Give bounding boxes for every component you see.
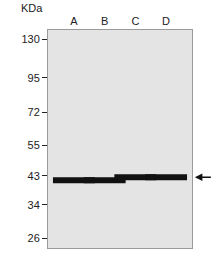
svg-text:D: D [162, 15, 170, 27]
svg-text:A: A [70, 15, 78, 27]
svg-text:72: 72 [28, 106, 40, 118]
svg-text:95: 95 [28, 72, 40, 84]
svg-text:55: 55 [28, 139, 40, 151]
svg-text:C: C [131, 15, 139, 27]
svg-text:B: B [101, 15, 108, 27]
svg-text:43: 43 [28, 170, 40, 182]
svg-text:26: 26 [28, 232, 40, 244]
svg-text:130: 130 [21, 33, 39, 45]
svg-text:KDa: KDa [21, 2, 43, 14]
svg-text:34: 34 [28, 199, 40, 211]
